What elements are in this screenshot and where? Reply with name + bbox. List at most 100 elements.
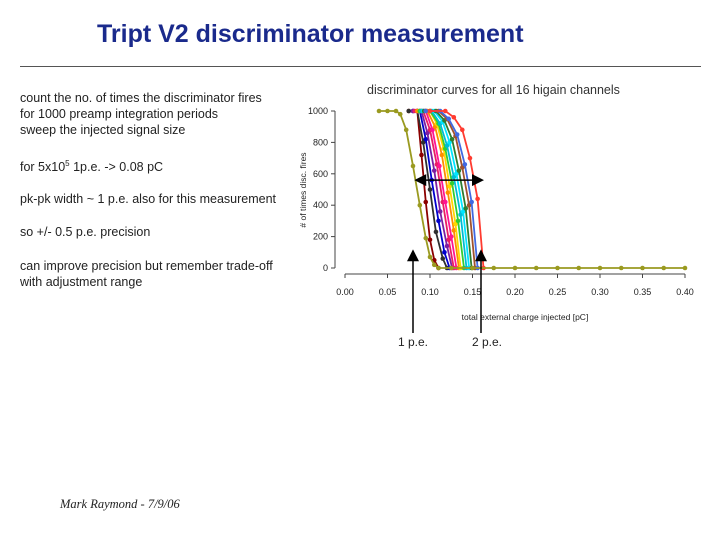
data-point	[466, 202, 472, 208]
data-point	[661, 265, 667, 271]
data-point	[467, 155, 473, 161]
data-point	[460, 165, 465, 170]
data-point	[455, 218, 461, 224]
data-point	[449, 136, 455, 142]
data-point	[423, 199, 429, 205]
x-tick-label: 0.15	[464, 287, 482, 297]
data-point	[446, 237, 452, 243]
x-tick-label: 0.00	[336, 287, 354, 297]
data-point	[427, 237, 433, 243]
x-tick-label: 0.05	[379, 287, 397, 297]
data-point	[436, 265, 441, 271]
calibration-exponent: 5	[65, 159, 70, 168]
y-tick-label: 0	[323, 263, 328, 273]
y-tick-label: 1000	[308, 106, 328, 116]
text-line-calibration: for 5x105 1p.e. -> 0.08 pC	[20, 156, 163, 175]
data-point	[448, 234, 454, 239]
data-point	[427, 108, 433, 114]
slide-title: Tript V2 discriminator measurement	[97, 20, 524, 48]
text-line-improve-2: with adjustment range	[20, 275, 143, 289]
data-point	[420, 140, 426, 145]
data-point	[682, 265, 688, 271]
data-point	[458, 212, 463, 217]
x-axis-label: total external charge injected [pC]	[462, 312, 589, 322]
footer-author-date: Mark Raymond - 7/9/06	[60, 497, 180, 511]
data-point	[443, 108, 448, 114]
text-line-improve-1: can improve precision but remember trade…	[20, 259, 273, 273]
data-point	[451, 228, 457, 233]
x-tick-label: 0.35	[634, 287, 652, 297]
data-point	[640, 265, 645, 271]
data-point	[460, 127, 465, 133]
data-point	[453, 221, 458, 227]
data-point	[427, 187, 433, 192]
data-point	[425, 130, 430, 136]
data-point	[393, 108, 399, 114]
data-point	[431, 262, 437, 268]
data-point	[417, 202, 423, 208]
data-point	[462, 162, 468, 167]
text-line-3: sweep the injected signal size	[20, 123, 186, 137]
data-point	[437, 209, 443, 214]
x-tick-label: 0.10	[421, 287, 439, 297]
y-tick-label: 200	[313, 232, 328, 242]
text-line-1: count the no. of times the discriminator…	[20, 91, 262, 105]
data-point	[555, 265, 560, 271]
data-point	[446, 116, 452, 122]
data-point	[460, 209, 466, 214]
data-point	[456, 168, 462, 173]
data-point	[430, 127, 435, 133]
y-tick-label: 400	[313, 200, 328, 210]
data-point	[442, 250, 447, 255]
data-point	[445, 190, 451, 195]
one-pe-label: 1 p.e.	[398, 335, 428, 349]
text-line-width: pk-pk width ~ 1 p.e. also for this measu…	[20, 192, 277, 206]
data-point	[385, 108, 390, 114]
chart-title: discriminator curves for all 16 higain c…	[367, 83, 620, 97]
calibration-rest: 1p.e. -> 0.08 pC	[69, 160, 164, 175]
data-point	[423, 235, 429, 241]
x-tick-label: 0.40	[676, 287, 694, 297]
data-point	[427, 254, 433, 260]
data-point	[419, 152, 424, 158]
data-point	[433, 229, 439, 235]
data-point	[440, 256, 446, 261]
data-point	[451, 114, 457, 120]
data-point	[454, 132, 460, 137]
data-point	[431, 168, 437, 173]
data-point	[533, 265, 539, 271]
data-point	[447, 140, 452, 145]
data-point	[444, 143, 450, 148]
y-axis-label: # of times disc. fires	[298, 152, 308, 227]
data-point	[443, 199, 448, 205]
data-point	[423, 108, 429, 114]
two-pe-label: 2 p.e.	[472, 335, 502, 349]
data-point	[376, 108, 382, 114]
text-line-2: for 1000 preamp integration periods	[20, 107, 219, 121]
data-point	[597, 265, 603, 271]
data-point	[475, 196, 480, 202]
data-point	[444, 243, 450, 249]
data-point	[576, 265, 582, 271]
data-point	[448, 265, 454, 271]
data-point	[491, 265, 497, 271]
y-tick-label: 600	[313, 169, 328, 179]
data-point	[618, 265, 624, 271]
data-point	[423, 136, 429, 142]
data-point	[469, 199, 474, 205]
data-point	[410, 163, 416, 169]
data-point	[439, 152, 445, 158]
data-point	[463, 206, 469, 211]
data-point	[397, 111, 403, 117]
data-point	[512, 265, 518, 271]
data-point	[406, 108, 412, 114]
x-tick-label: 0.25	[549, 287, 567, 297]
text-line-precision: so +/- 0.5 p.e. precision	[20, 225, 151, 239]
data-point	[470, 265, 475, 271]
x-tick-label: 0.30	[591, 287, 609, 297]
data-point	[437, 163, 442, 169]
y-tick-label: 800	[313, 137, 328, 147]
calibration-base: for 5x10	[20, 160, 66, 175]
data-point	[403, 127, 409, 133]
